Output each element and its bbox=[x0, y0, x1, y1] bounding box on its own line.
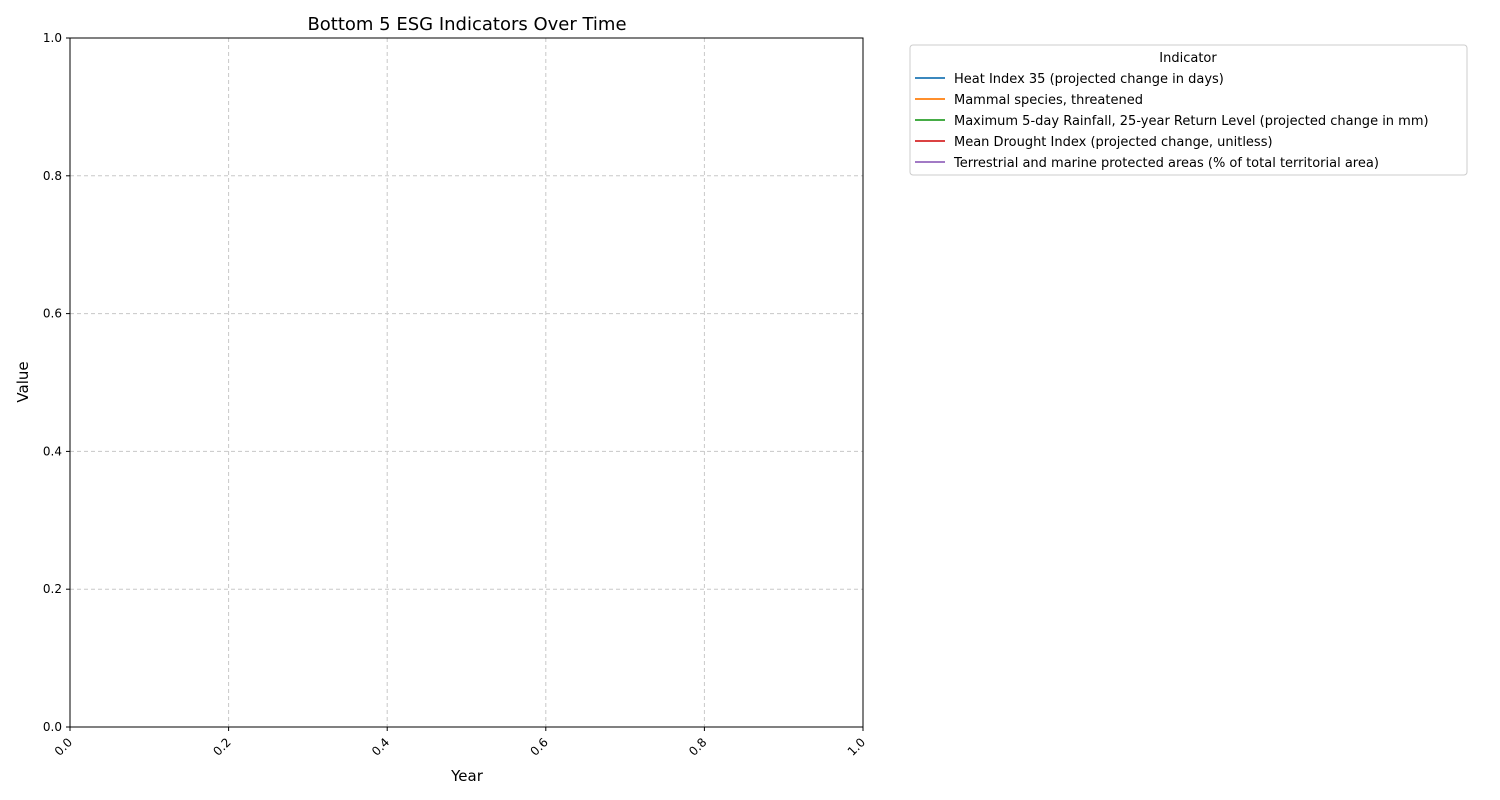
chart-title: Bottom 5 ESG Indicators Over Time bbox=[307, 14, 626, 35]
y-tick-label: 1.0 bbox=[43, 31, 62, 45]
y-tick-label: 0.6 bbox=[43, 307, 62, 321]
plot-area-frame bbox=[69, 37, 864, 728]
legend: Indicator Heat Index 35 (projected chang… bbox=[909, 44, 1468, 176]
legend-entry-label: Mean Drought Index (projected change, un… bbox=[954, 135, 1273, 150]
legend-entry-label: Heat Index 35 (projected change in days) bbox=[954, 72, 1224, 87]
x-tick-label: 0.6 bbox=[528, 735, 551, 758]
y-tick-label: 0.0 bbox=[43, 720, 62, 734]
legend-title: Indicator bbox=[1159, 51, 1217, 66]
y-tick-label: 0.4 bbox=[43, 444, 62, 458]
x-tick-label: 1.0 bbox=[845, 735, 868, 758]
y-axis-label: Value bbox=[14, 361, 32, 402]
x-tick-label: 0.8 bbox=[686, 735, 709, 758]
legend-entry-label: Terrestrial and marine protected areas (… bbox=[953, 156, 1379, 171]
y-tick-label: 0.8 bbox=[43, 169, 62, 183]
x-axis-label: Year bbox=[450, 767, 484, 785]
legend-entry-label: Mammal species, threatened bbox=[954, 93, 1143, 108]
x-tick-label: 0.4 bbox=[369, 735, 392, 758]
x-axis-ticks: 0.0 0.2 0.4 0.6 0.8 1.0 bbox=[52, 727, 868, 759]
legend-items: Heat Index 35 (projected change in days)… bbox=[915, 72, 1429, 171]
grid-lines bbox=[70, 38, 863, 727]
legend-frame bbox=[909, 44, 1468, 176]
x-tick-label: 0.2 bbox=[210, 735, 233, 758]
y-tick-label: 0.2 bbox=[43, 582, 62, 596]
y-axis-ticks: 0.0 0.2 0.4 0.6 0.8 1.0 bbox=[43, 31, 70, 734]
x-tick-label: 0.0 bbox=[52, 735, 75, 758]
legend-entry-label: Maximum 5-day Rainfall, 25-year Return L… bbox=[954, 114, 1429, 129]
